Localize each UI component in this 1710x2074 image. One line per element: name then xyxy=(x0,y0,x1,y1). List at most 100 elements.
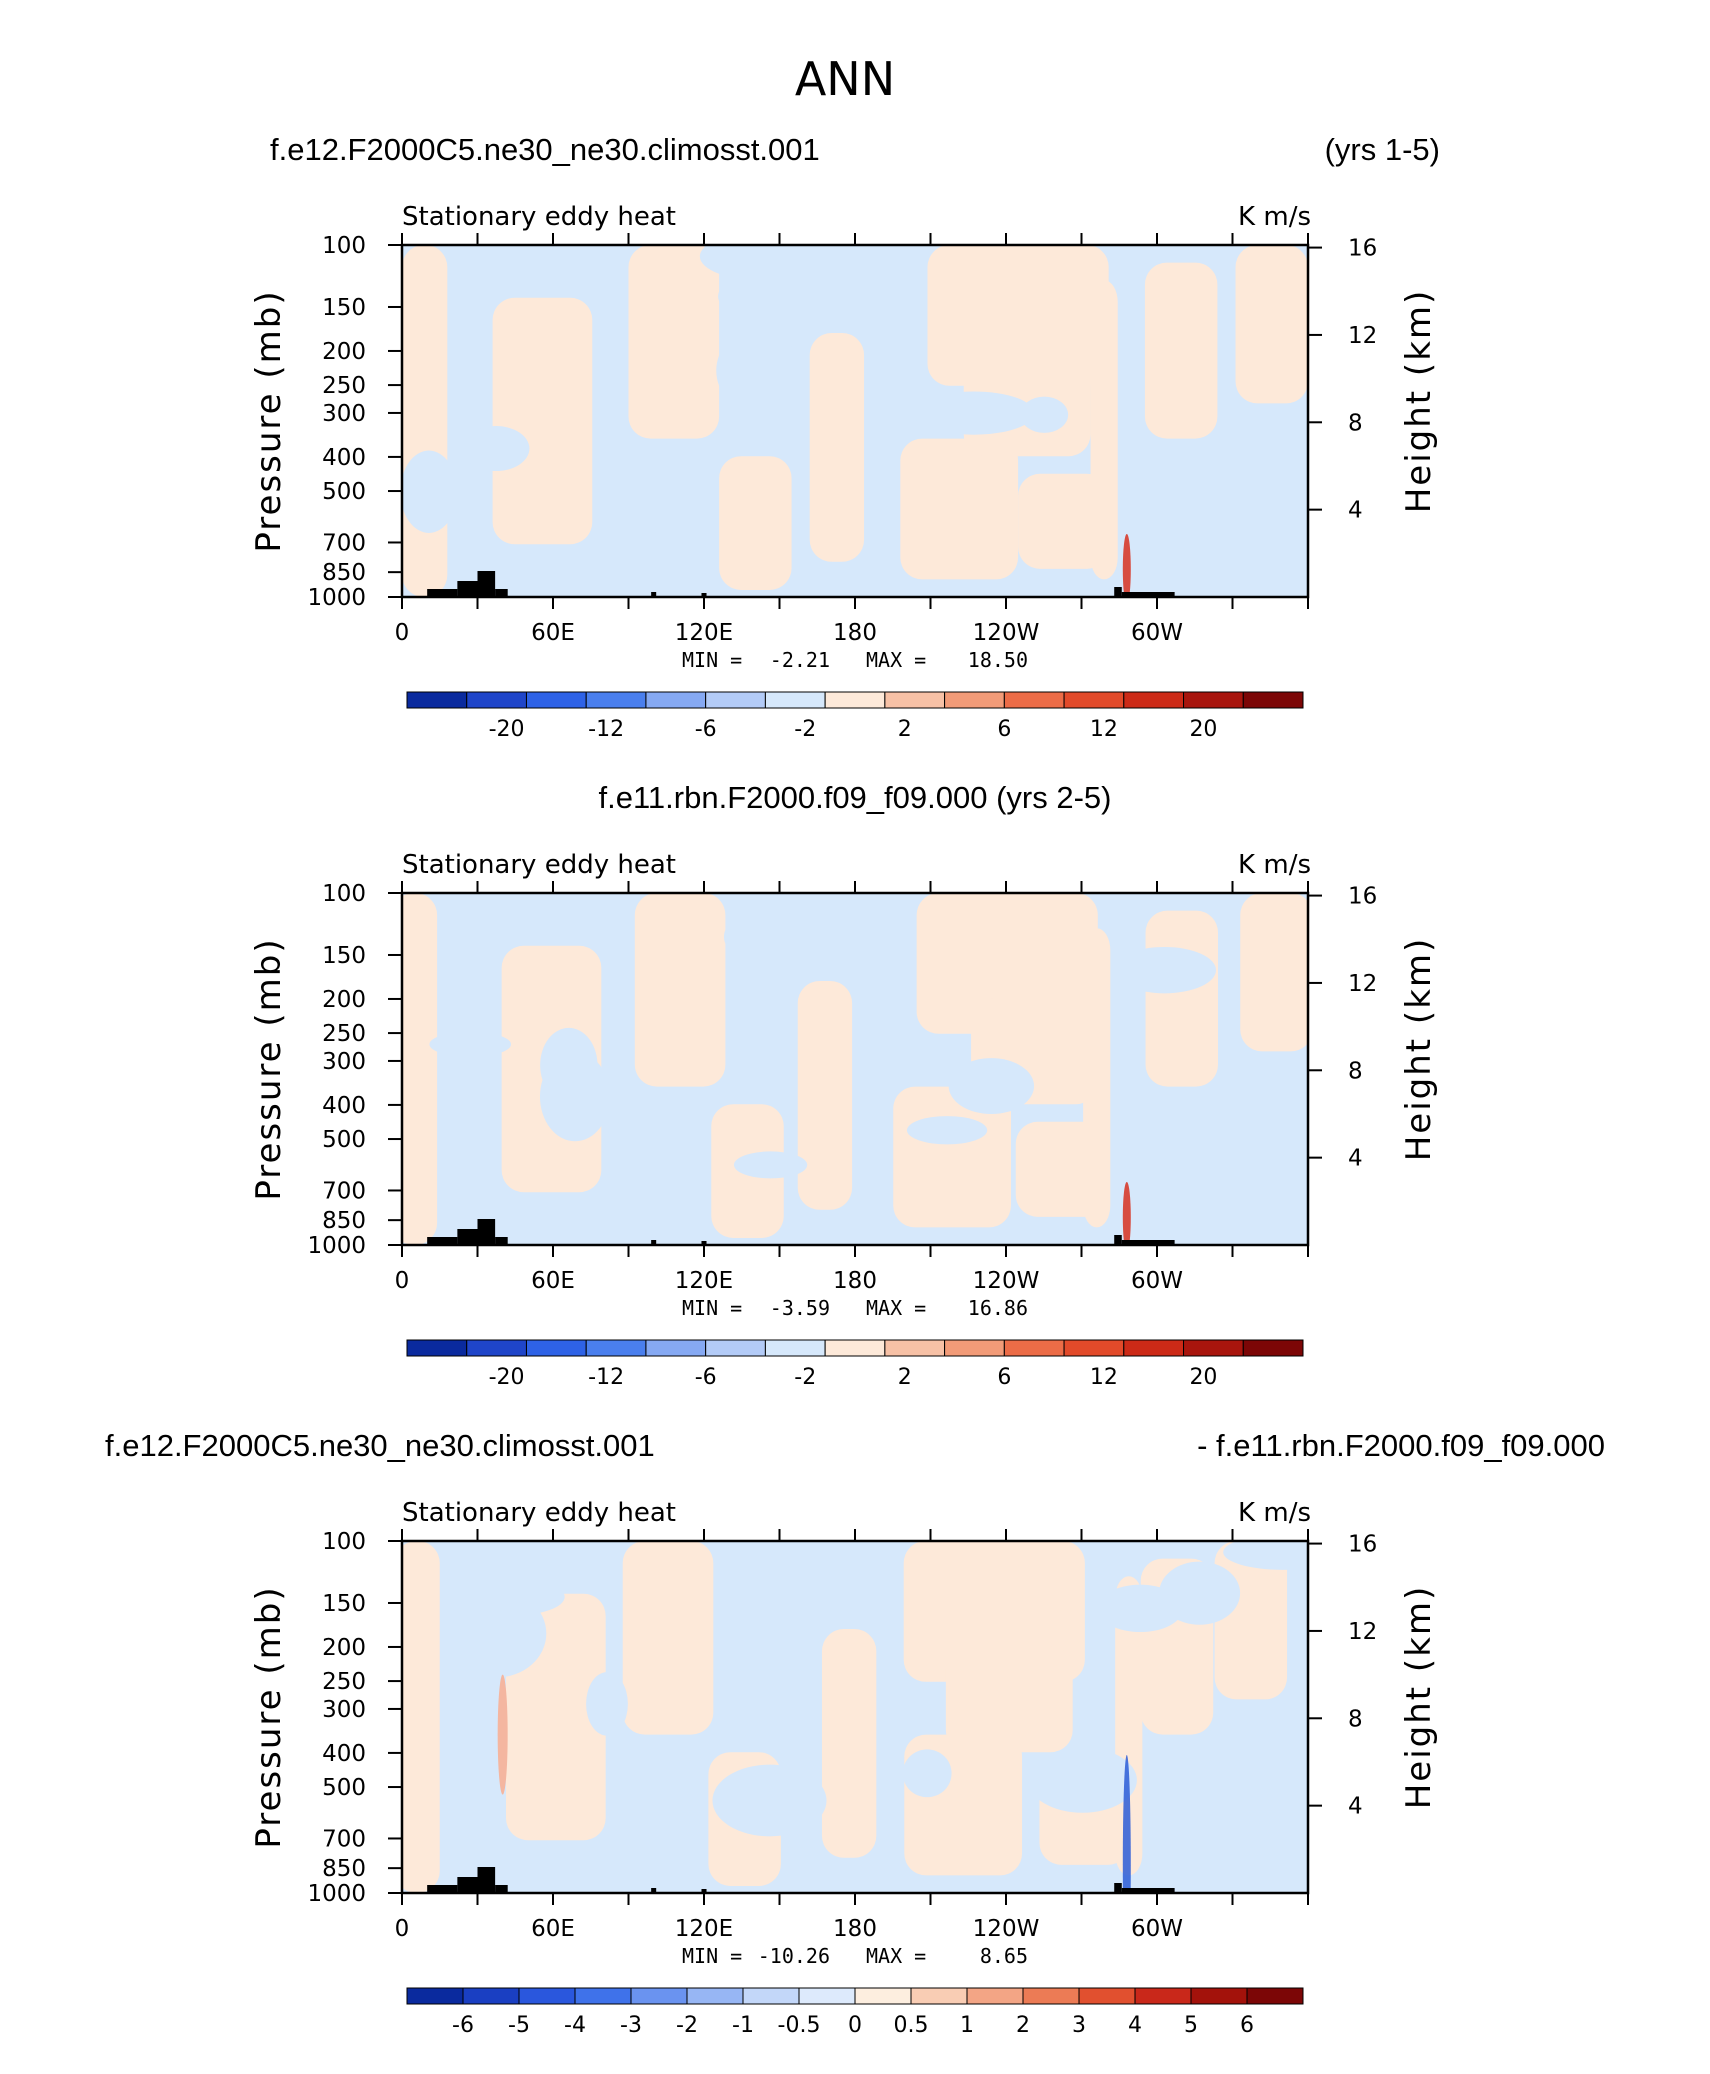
colorbar-box xyxy=(1022,1987,1080,2005)
panel-units: K m/s xyxy=(1238,1498,1311,1528)
y-tick-label: 700 xyxy=(322,1826,366,1852)
colorbar-box xyxy=(585,1339,647,1357)
colorbar-label: -6 xyxy=(695,717,717,742)
topography xyxy=(701,1889,707,1893)
y-tick-label: 1000 xyxy=(307,1881,366,1907)
colorbar-box xyxy=(645,691,707,709)
colorbar-label: 20 xyxy=(1189,717,1217,742)
negative-region xyxy=(735,336,795,374)
colorbar-box xyxy=(1123,691,1185,709)
max-value: 8.65 xyxy=(980,1944,1028,1968)
colorbar-box xyxy=(1183,1339,1244,1357)
y2-axis-title: Height (km) xyxy=(1399,1585,1439,1810)
colorbar-box xyxy=(966,1987,1024,2005)
x-tick-label: 180 xyxy=(833,1268,877,1294)
max-value: 18.50 xyxy=(968,648,1028,672)
topography xyxy=(427,1237,458,1245)
colorbar-box xyxy=(466,1339,527,1357)
positive-region xyxy=(1240,893,1308,1052)
colorbar-label: 3 xyxy=(1072,2013,1086,2038)
colorbar-label: 2 xyxy=(1016,2013,1030,2038)
negative-region xyxy=(539,1052,611,1142)
contour-field xyxy=(402,245,1308,597)
y2-tick-label: 16 xyxy=(1348,236,1377,262)
panel-title: f.e12.F2000C5.ne30_ne30.climosst.001 xyxy=(270,132,820,167)
colorbar-label: -1 xyxy=(732,2013,754,2038)
colorbar-box xyxy=(466,691,527,709)
panel-1: f.e12.F2000C5.ne30_ne30.climosst.001 (yrs… xyxy=(249,132,1440,742)
contour-field xyxy=(402,893,1308,1245)
positive-region xyxy=(402,1541,440,1893)
x-tick-label: 120W xyxy=(973,620,1040,646)
panel-subtitle: Stationary eddy heat xyxy=(402,1498,676,1528)
x-tick-label: 60E xyxy=(531,620,575,646)
y-tick-label: 300 xyxy=(322,401,366,427)
positive-region xyxy=(821,1629,877,1858)
positive-region xyxy=(492,297,593,545)
negative-region xyxy=(712,1764,827,1837)
topography xyxy=(1121,1240,1175,1245)
max-label: MAX = xyxy=(866,648,926,672)
colorbar-label: 0.5 xyxy=(894,2013,929,2038)
colorbar-label: 6 xyxy=(997,717,1011,742)
colorbar-box xyxy=(406,1987,464,2005)
y-tick-label: 850 xyxy=(322,1208,366,1234)
positive-region xyxy=(634,893,726,1087)
colorbar-box xyxy=(884,691,946,709)
y2-tick-label: 4 xyxy=(1348,1146,1363,1172)
positive-region xyxy=(628,245,720,439)
negative-region xyxy=(1097,1584,1184,1633)
negative-region xyxy=(462,426,530,472)
topography xyxy=(495,1237,508,1245)
colorbar-label: -2 xyxy=(676,2013,698,2038)
y2-axis-title: Height (km) xyxy=(1399,937,1439,1162)
negative-region xyxy=(733,1151,808,1179)
strong-feature xyxy=(1122,1755,1131,1893)
negative-region xyxy=(738,273,829,322)
panel-2: f.e11.rbn.F2000.f09_f09.000 (yrs 2-5) Sta… xyxy=(249,780,1439,1390)
colorbar-label: 4 xyxy=(1128,2013,1142,2038)
colorbar-label: 5 xyxy=(1184,2013,1198,2038)
x-tick-label: 180 xyxy=(833,620,877,646)
colorbar-box xyxy=(944,691,1005,709)
topography xyxy=(477,1219,496,1245)
colorbar-label: -20 xyxy=(489,717,525,742)
colorbar-box xyxy=(1134,1987,1192,2005)
panel-units: K m/s xyxy=(1238,850,1311,880)
panel-3: f.e12.F2000C5.ne30_ne30.climosst.001 - f.… xyxy=(105,1428,1605,2038)
panel-title: f.e12.F2000C5.ne30_ne30.climosst.001 xyxy=(105,1428,655,1463)
colorbar-label: 1 xyxy=(960,2013,974,2038)
y2-tick-label: 8 xyxy=(1348,1058,1363,1084)
positive-region xyxy=(797,981,853,1210)
colorbar-box xyxy=(406,1339,468,1357)
colorbar-box xyxy=(705,1339,766,1357)
y-tick-label: 1000 xyxy=(307,585,366,611)
topography xyxy=(701,593,707,597)
x-tick-label: 0 xyxy=(395,1268,410,1294)
y-tick-label: 300 xyxy=(322,1697,366,1723)
colorbar-box xyxy=(1246,1987,1304,2005)
x-tick-label: 60W xyxy=(1131,620,1183,646)
colorbar-box xyxy=(1063,1339,1125,1357)
topography xyxy=(1114,1883,1122,1893)
negative-region xyxy=(1118,1092,1160,1150)
min-label: MIN = xyxy=(682,648,742,672)
y2-tick-label: 12 xyxy=(1348,1619,1377,1645)
colorbar-label: -5 xyxy=(508,2013,530,2038)
x-tick-label: 0 xyxy=(395,1916,410,1942)
topography xyxy=(1114,587,1122,597)
y-tick-label: 250 xyxy=(322,1021,366,1047)
colorbar-box xyxy=(574,1987,632,2005)
y2-tick-label: 4 xyxy=(1348,1794,1363,1820)
positive-region xyxy=(900,438,1019,580)
colorbar-box xyxy=(764,1339,826,1357)
strong-feature xyxy=(1122,534,1131,597)
colorbar-label: -12 xyxy=(588,717,624,742)
y-tick-label: 100 xyxy=(322,1529,366,1555)
y-tick-label: 200 xyxy=(322,987,366,1013)
panel-units: K m/s xyxy=(1238,202,1311,232)
y-axis-title: Pressure (mb) xyxy=(249,1585,289,1848)
secondary-feature xyxy=(497,1674,508,1795)
x-tick-label: 120E xyxy=(675,620,733,646)
positive-region xyxy=(622,1541,714,1735)
